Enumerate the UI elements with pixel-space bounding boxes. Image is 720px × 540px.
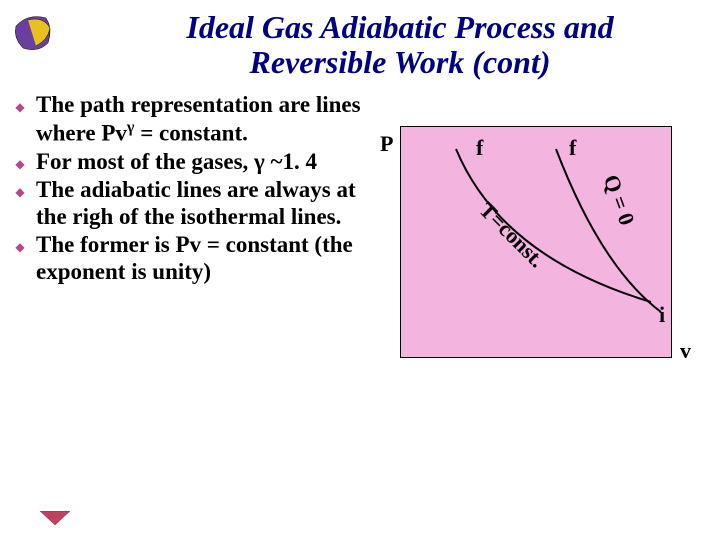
diamond-icon: ◆: [10, 177, 30, 200]
list-item: ◆ The adiabatic lines are always at the …: [10, 177, 380, 230]
bullet-list: ◆ The path representation are lines wher…: [10, 86, 380, 376]
logo-icon: [8, 8, 58, 58]
diamond-icon: ◆: [10, 92, 30, 115]
bullet-text: The former is Pv = constant (the exponen…: [30, 232, 380, 285]
label-i: i: [659, 302, 665, 328]
list-item: ◆ For most of the gases, γ ~1. 4: [10, 149, 380, 175]
list-item: ◆ The path representation are lines wher…: [10, 92, 380, 147]
x-axis-label: v: [680, 338, 691, 364]
pv-diagram: P f f i T=const. Q = 0 v: [380, 86, 710, 376]
bullet-text: For most of the gases, γ ~1. 4: [30, 149, 380, 175]
bullet-text: The path representation are lines where …: [30, 92, 380, 147]
title-line-1: Ideal Gas Adiabatic Process and: [186, 9, 613, 45]
label-f2: f: [569, 135, 576, 161]
list-item: ◆ The former is Pv = constant (the expon…: [10, 232, 380, 285]
diamond-icon: ◆: [10, 149, 30, 172]
down-arrow-icon: [40, 511, 70, 525]
bullet-text: The adiabatic lines are always at the ri…: [30, 177, 380, 230]
diamond-icon: ◆: [10, 232, 30, 255]
label-f1: f: [476, 135, 483, 161]
content-area: ◆ The path representation are lines wher…: [0, 86, 720, 376]
chart-box: f f i T=const. Q = 0: [400, 126, 672, 358]
title-line-2: Reversible Work (cont): [250, 44, 551, 80]
page-title: Ideal Gas Adiabatic Process and Reversib…: [0, 0, 720, 86]
y-axis-label: P: [380, 131, 393, 157]
